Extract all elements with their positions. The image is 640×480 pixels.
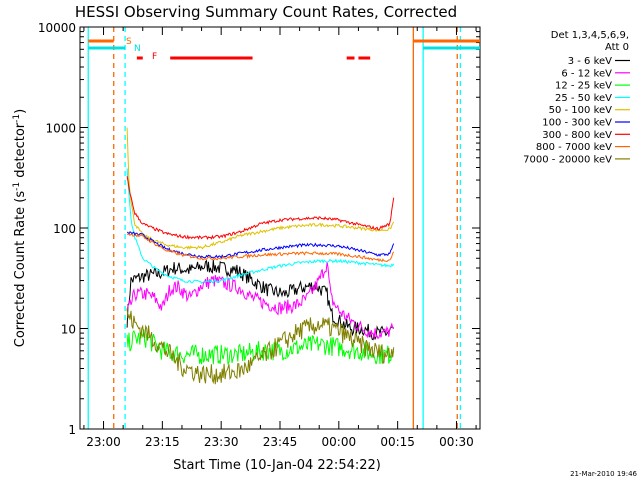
series-line-1 bbox=[126, 261, 394, 340]
series-line-7 bbox=[126, 233, 395, 263]
legend-label-5: 100 - 300 keV bbox=[542, 118, 612, 129]
legend-header-line1: Det 1,3,4,5,6,9, bbox=[551, 30, 629, 41]
series-line-0 bbox=[126, 259, 395, 341]
legend-label-6: 300 - 800 keV bbox=[542, 130, 612, 141]
flag-label-f: F bbox=[152, 52, 157, 62]
y-label-exp1: -1 bbox=[12, 182, 22, 191]
y-axis-label: Corrected Count Rate (s-1 detector-1) bbox=[12, 109, 28, 347]
axis-ticks: 23:00 23:15 23:30 23:45 00:00 00:15 00:30 1 10 10… bbox=[38, 21, 480, 449]
y-tick-label-0: 1 bbox=[68, 423, 76, 437]
legend-label-1: 6 - 12 keV bbox=[561, 68, 612, 79]
chart-title: HESSI Observing Summary Count Rates, Cor… bbox=[75, 3, 457, 21]
y-label-exp2: -1 bbox=[12, 114, 22, 123]
y-label-end: ) bbox=[13, 109, 28, 114]
flag-label-n: N bbox=[134, 44, 141, 54]
y-label-mid: detector bbox=[13, 122, 28, 182]
series-line-4 bbox=[126, 127, 395, 250]
x-tick-label-1: 23:15 bbox=[145, 435, 180, 449]
x-tick-label-2: 23:30 bbox=[204, 435, 239, 449]
x-tick-label-5: 00:15 bbox=[380, 435, 415, 449]
series-layer bbox=[126, 127, 395, 385]
footer-timestamp: 21-Mar-2010 19:46 bbox=[570, 470, 637, 478]
y-tick-label-3: 1000 bbox=[45, 122, 76, 136]
legend-label-2: 12 - 25 keV bbox=[555, 81, 612, 92]
series-line-5 bbox=[126, 231, 395, 259]
legend-label-3: 25 - 50 keV bbox=[555, 93, 612, 104]
x-tick-label-0: 23:00 bbox=[86, 435, 121, 449]
legend-header-line2: Att 0 bbox=[605, 42, 629, 53]
legend-label-0: 3 - 6 keV bbox=[568, 56, 612, 67]
vertical-markers bbox=[87, 27, 462, 429]
y-tick-label-2: 100 bbox=[53, 222, 76, 236]
flag-markers: SN F bbox=[88, 37, 480, 62]
series-line-6 bbox=[126, 176, 395, 241]
legend-label-8: 7000 - 20000 keV bbox=[523, 154, 612, 165]
series-line-3 bbox=[126, 168, 395, 285]
series-line-8 bbox=[126, 308, 395, 385]
legend-label-4: 50 - 100 keV bbox=[549, 105, 613, 116]
y-label-main: Corrected Count Rate (s bbox=[13, 191, 28, 348]
x-axis-label: Start Time (10-Jan-04 22:54:22) bbox=[173, 458, 381, 473]
flag-label-s: S bbox=[126, 37, 132, 47]
x-tick-label-4: 00:00 bbox=[322, 435, 357, 449]
y-tick-label-4: 10000 bbox=[38, 21, 76, 35]
y-tick-label-1: 10 bbox=[61, 323, 76, 337]
x-tick-label-3: 23:45 bbox=[263, 435, 298, 449]
legend-label-7: 800 - 7000 keV bbox=[536, 142, 612, 153]
x-tick-label-6: 00:30 bbox=[439, 435, 474, 449]
